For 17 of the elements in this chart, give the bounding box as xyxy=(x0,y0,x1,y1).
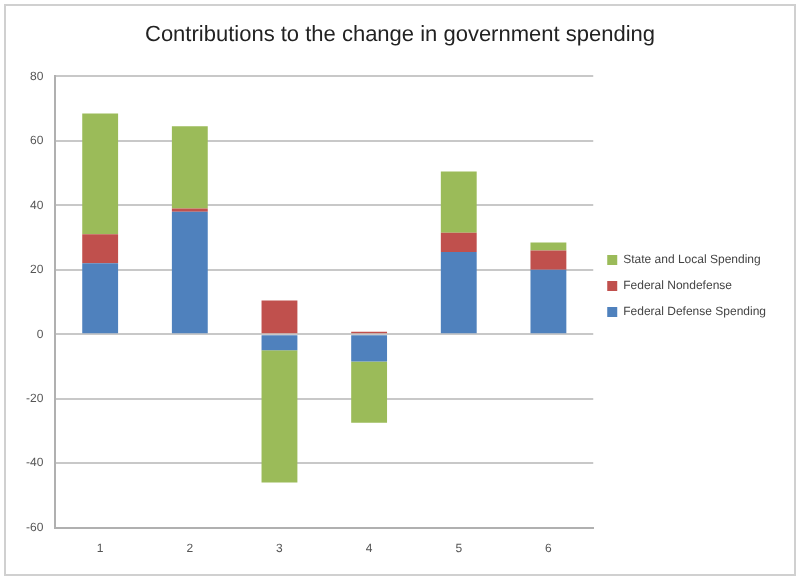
bar xyxy=(530,269,567,334)
bar xyxy=(440,252,477,334)
bar xyxy=(440,171,477,233)
bar xyxy=(82,234,119,264)
bar xyxy=(171,126,208,209)
bar xyxy=(440,232,477,253)
bar xyxy=(171,211,208,334)
bar xyxy=(261,335,298,351)
bar xyxy=(261,350,298,483)
bar xyxy=(530,250,567,270)
bar xyxy=(351,361,388,423)
bar xyxy=(82,263,119,334)
bar xyxy=(82,113,119,235)
bar xyxy=(351,335,388,362)
chart-title: Contributions to the change in government spending xyxy=(144,23,656,48)
bar xyxy=(530,242,567,251)
bar xyxy=(261,300,298,334)
